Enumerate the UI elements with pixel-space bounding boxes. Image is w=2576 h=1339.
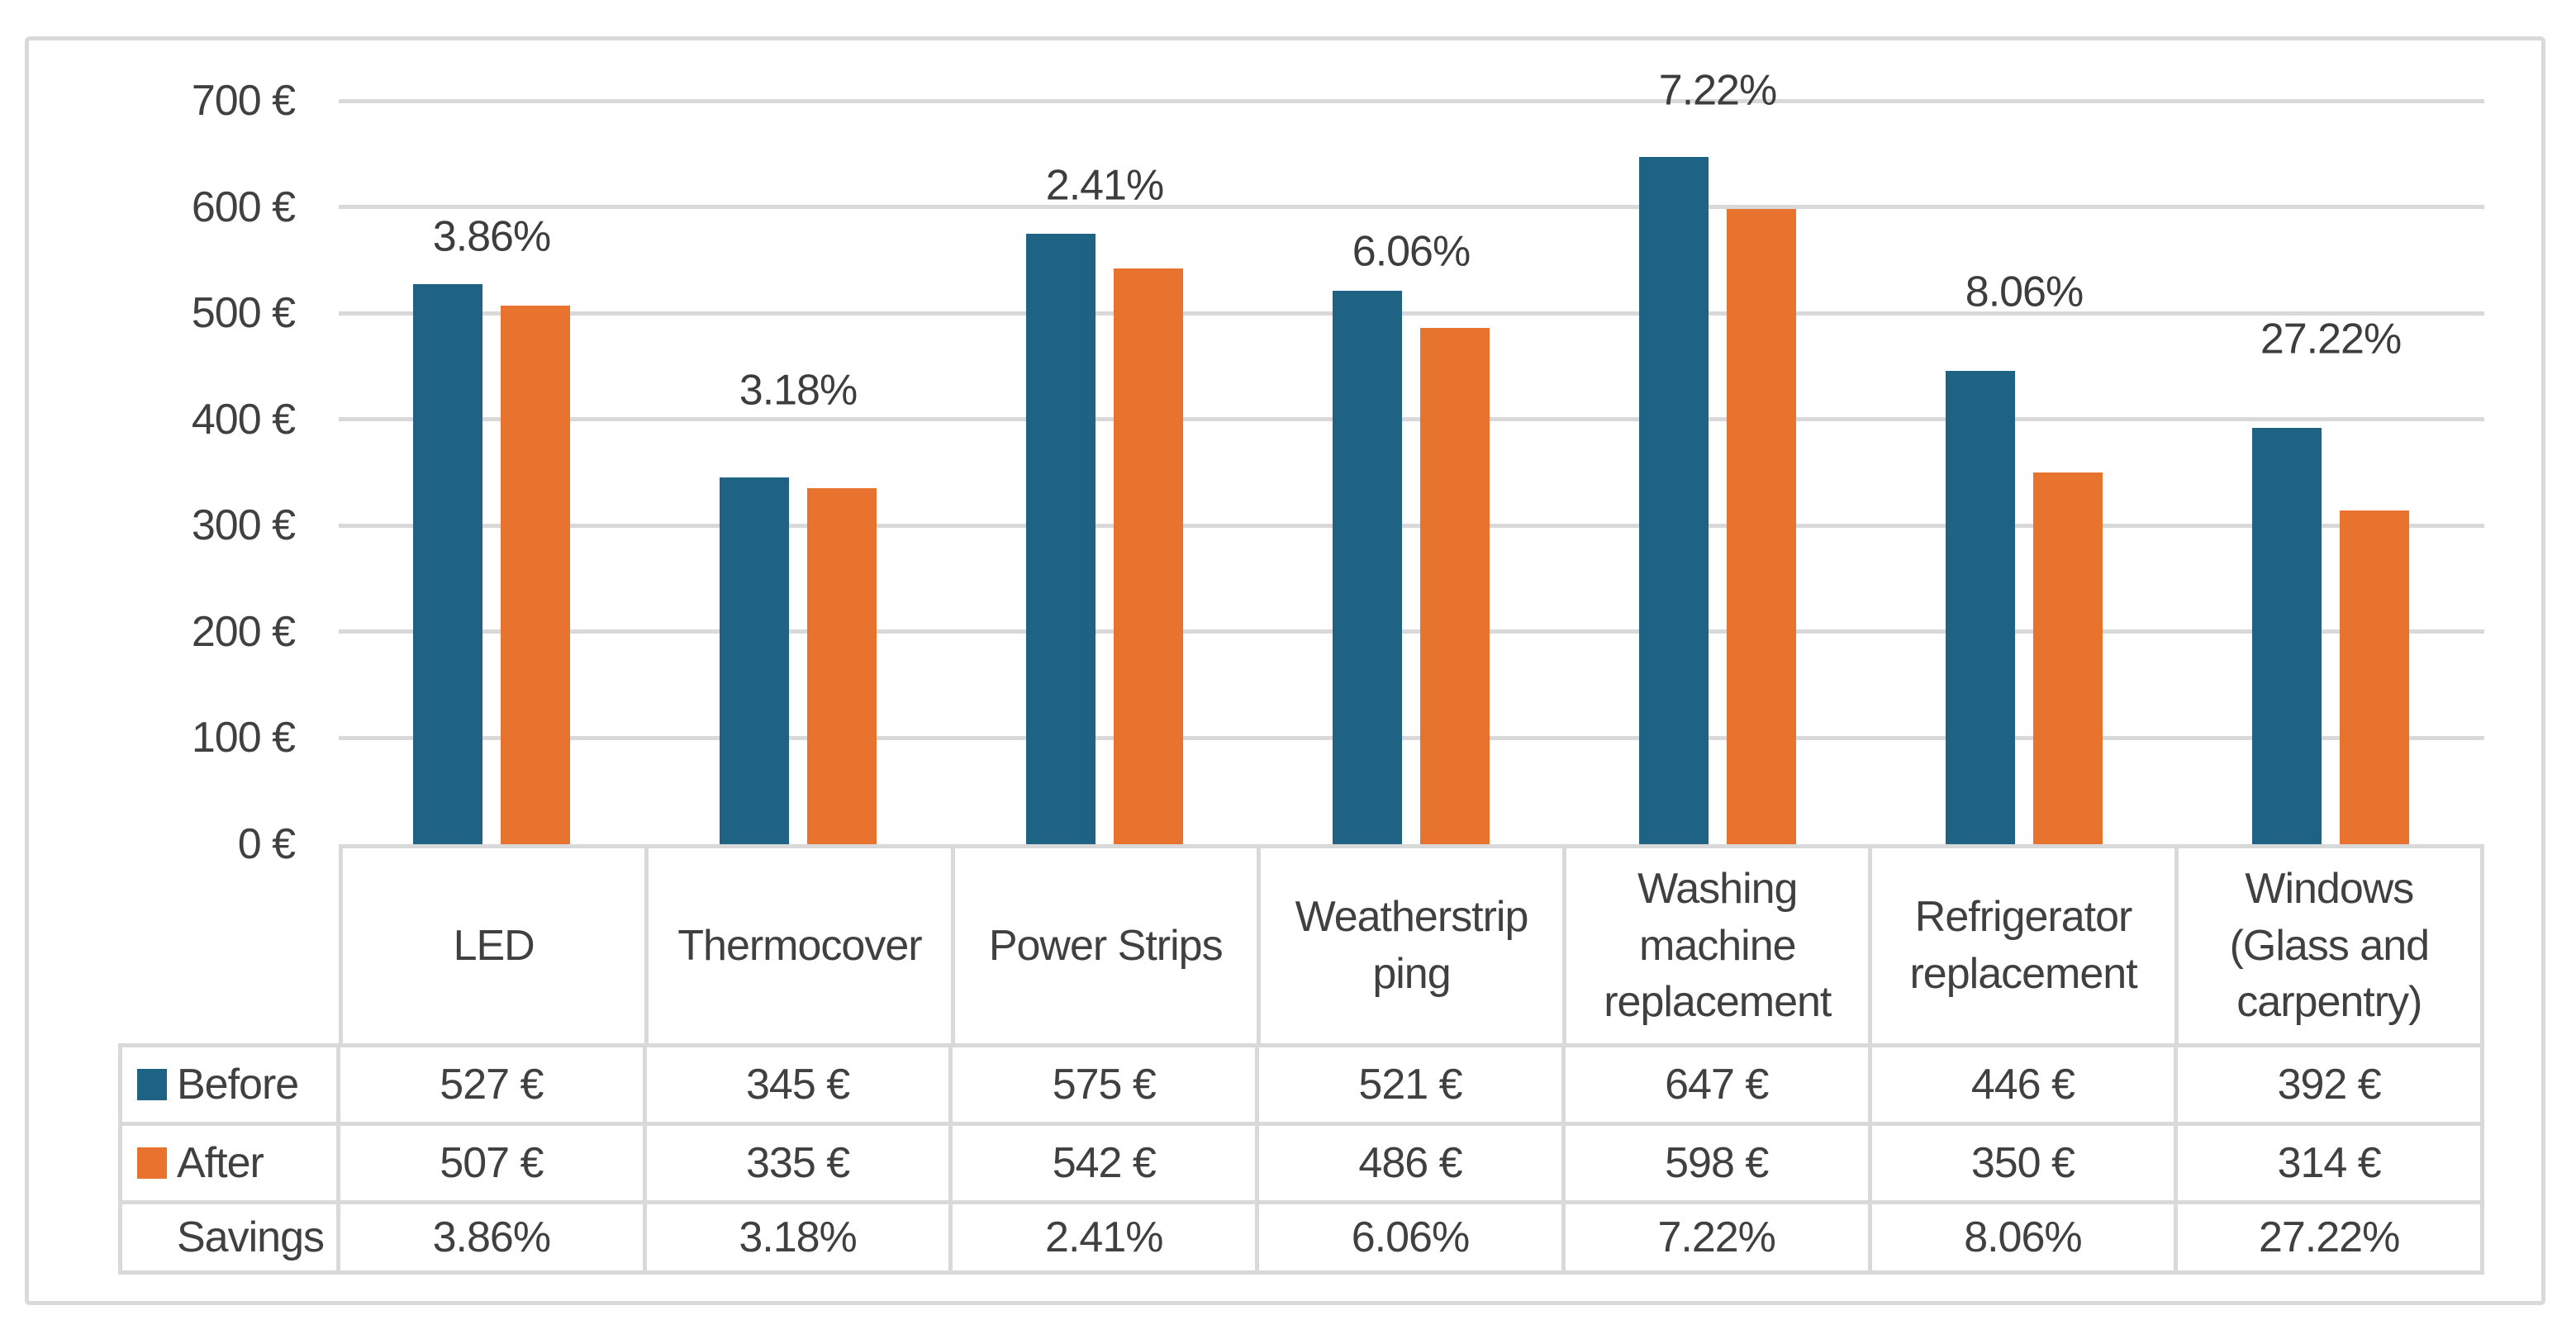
savings-data-label: 3.18%	[739, 366, 858, 415]
savings-data-label: 8.06%	[1965, 267, 2084, 316]
category-header-cell: Washing machine replacement	[1566, 848, 1869, 1043]
y-axis-tick-label: 100 €	[191, 714, 296, 762]
bar-after-7	[2340, 510, 2409, 844]
category-header-cell: Weatherstrip ping	[1260, 848, 1563, 1043]
category-header-cell: Thermocover	[649, 848, 951, 1043]
y-axis-tick-label: 700 €	[191, 77, 296, 125]
bar-before-3	[1026, 233, 1096, 844]
table-cell-before-6: 446 €	[1871, 1047, 2174, 1122]
table-cell-after-4: 486 €	[1259, 1126, 1561, 1200]
bar-after-4	[1420, 328, 1490, 844]
row-label-before: Before	[122, 1047, 336, 1122]
table-cell-before-3: 575 €	[953, 1047, 1256, 1122]
savings-data-label: 6.06%	[1352, 227, 1471, 276]
bar-before-5	[1639, 157, 1709, 844]
table-cell-after-6: 350 €	[1871, 1126, 2174, 1200]
bar-after-3	[1114, 268, 1183, 844]
gridline	[339, 523, 2484, 528]
bar-after-5	[1727, 209, 1796, 844]
y-axis-tick-label: 600 €	[191, 183, 296, 231]
savings-data-label: 7.22%	[1658, 66, 1777, 115]
y-axis-tick-label: 300 €	[191, 501, 296, 550]
bar-before-4	[1333, 291, 1402, 844]
category-header-cell: Refrigerator replacement	[1872, 848, 2174, 1043]
data-table: Before 527 €345 €575 €521 €647 €446 €392 …	[118, 1043, 2484, 1275]
table-cell-savings-7: 27.22%	[2178, 1204, 2480, 1270]
table-cell-before-4: 521 €	[1259, 1047, 1561, 1122]
gridline	[339, 205, 2484, 210]
bar-before-1	[413, 284, 482, 844]
category-header-cell: LED	[343, 848, 645, 1043]
table-cell-before-1: 527 €	[340, 1047, 643, 1122]
bar-before-7	[2252, 428, 2322, 844]
table-cell-savings-4: 6.06%	[1259, 1204, 1561, 1270]
row-label-text: Before	[177, 1061, 299, 1109]
savings-data-label: 2.41%	[1045, 161, 1164, 210]
y-axis-tick-label: 500 €	[191, 289, 296, 338]
gridline	[339, 311, 2484, 316]
row-label-text: Savings	[177, 1213, 325, 1261]
y-axis-tick-label: 200 €	[191, 607, 296, 656]
table-cell-after-7: 314 €	[2178, 1126, 2480, 1200]
savings-data-label: 3.86%	[432, 212, 551, 261]
gridline	[339, 735, 2484, 740]
savings-data-label: 27.22%	[2260, 315, 2402, 363]
legend-key-spacer	[137, 1222, 167, 1253]
bar-after-1	[501, 306, 570, 844]
table-cell-after-1: 507 €	[340, 1126, 643, 1200]
y-axis-tick-label: 400 €	[191, 395, 296, 444]
category-header-cell: Windows (Glass and carpentry)	[2178, 848, 2480, 1043]
table-cell-savings-6: 8.06%	[1871, 1204, 2174, 1270]
category-header-row: LED Thermocover Power Strips Weatherstrip p…	[339, 844, 2484, 1043]
bar-before-6	[1946, 370, 2015, 844]
table-cell-savings-3: 2.41%	[953, 1204, 1256, 1270]
table-cell-savings-1: 3.86%	[340, 1204, 643, 1270]
table-cell-after-3: 542 €	[953, 1126, 1256, 1200]
table-cell-after-5: 598 €	[1565, 1126, 1868, 1200]
legend-key-after	[137, 1147, 167, 1179]
row-label-text: After	[177, 1139, 264, 1187]
bar-after-6	[2033, 472, 2103, 844]
table-cell-savings-2: 3.18%	[646, 1204, 949, 1270]
bar-after-2	[807, 488, 877, 844]
bar-before-2	[720, 477, 789, 844]
row-label-savings: Savings	[122, 1204, 336, 1270]
table-cell-before-7: 392 €	[2178, 1047, 2480, 1122]
table-cell-before-2: 345 €	[646, 1047, 949, 1122]
row-label-after: After	[122, 1126, 336, 1200]
gridline	[339, 98, 2484, 103]
gridline	[339, 629, 2484, 634]
table-cell-savings-5: 7.22%	[1565, 1204, 1868, 1270]
y-axis-tick-label: 0 €	[237, 820, 296, 868]
category-header-cell: Power Strips	[954, 848, 1257, 1043]
legend-key-before	[137, 1069, 167, 1100]
gridline	[339, 417, 2484, 422]
table-cell-after-2: 335 €	[646, 1126, 949, 1200]
table-cell-before-5: 647 €	[1565, 1047, 1868, 1122]
